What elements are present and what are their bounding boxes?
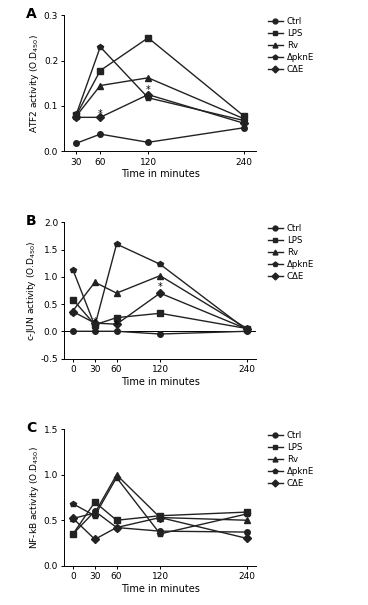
Legend: Ctrl, LPS, Rv, ΔpknE, CΔE: Ctrl, LPS, Rv, ΔpknE, CΔE (268, 17, 314, 74)
X-axis label: Time in minutes: Time in minutes (121, 169, 199, 180)
Text: *: * (146, 85, 151, 94)
Legend: Ctrl, LPS, Rv, ΔpknE, CΔE: Ctrl, LPS, Rv, ΔpknE, CΔE (268, 224, 314, 281)
Text: *: * (158, 282, 162, 292)
Text: *: * (114, 319, 119, 330)
Y-axis label: NF-kB activity (O.D$_{450}$): NF-kB activity (O.D$_{450}$) (28, 446, 41, 549)
Text: C: C (26, 421, 36, 435)
Text: *: * (98, 109, 103, 119)
Text: *: * (92, 317, 97, 327)
Legend: Ctrl, LPS, Rv, ΔpknE, CΔE: Ctrl, LPS, Rv, ΔpknE, CΔE (268, 431, 314, 488)
X-axis label: Time in minutes: Time in minutes (121, 376, 199, 387)
X-axis label: Time in minutes: Time in minutes (121, 584, 199, 594)
Y-axis label: ATF2 activity (O.D$_{450}$): ATF2 activity (O.D$_{450}$) (28, 34, 41, 132)
Text: B: B (26, 214, 37, 228)
Text: A: A (26, 7, 37, 21)
Y-axis label: c-JUN activity (O.D$_{450}$): c-JUN activity (O.D$_{450}$) (25, 240, 38, 341)
